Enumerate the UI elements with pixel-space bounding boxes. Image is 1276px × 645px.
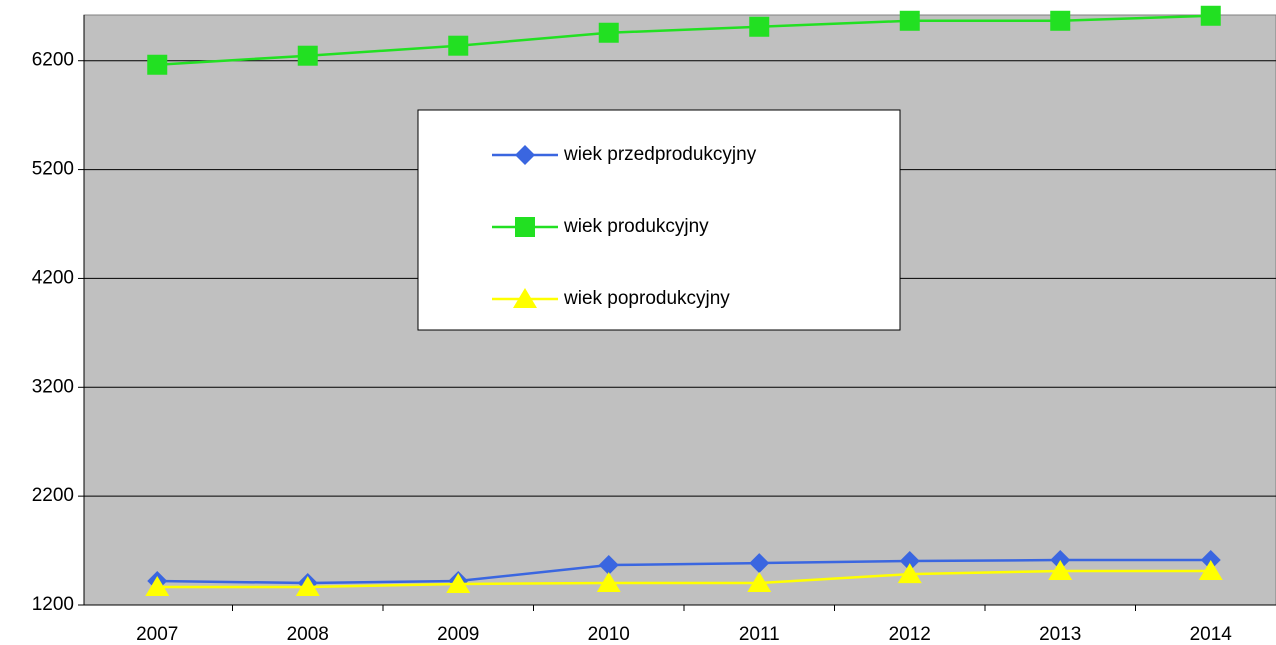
series-line bbox=[157, 558, 1211, 585]
data-point bbox=[1200, 5, 1221, 26]
data-point bbox=[598, 22, 619, 43]
legend-marker bbox=[513, 288, 537, 308]
data-point bbox=[1050, 10, 1071, 31]
legend bbox=[417, 109, 901, 331]
series-line bbox=[157, 14, 1211, 66]
data-point bbox=[897, 563, 922, 584]
legend-label: wiek poprodukcyjny bbox=[563, 288, 730, 309]
y-tick-label: 3200 bbox=[32, 376, 74, 397]
data-point bbox=[899, 551, 920, 572]
data-point bbox=[899, 10, 920, 31]
data-point bbox=[596, 572, 621, 593]
y-tick-label: 4200 bbox=[32, 267, 74, 288]
data-point bbox=[448, 35, 469, 56]
data-point bbox=[297, 45, 318, 66]
data-point bbox=[598, 555, 619, 576]
x-tick-label: 2011 bbox=[739, 624, 780, 645]
y-tick-label: 6200 bbox=[32, 50, 74, 71]
data-point bbox=[147, 54, 168, 75]
legend-marker bbox=[515, 145, 535, 165]
data-point bbox=[749, 16, 770, 37]
data-point bbox=[1198, 560, 1223, 581]
data-point bbox=[749, 553, 770, 574]
x-tick-label: 2007 bbox=[136, 624, 178, 645]
x-tick-label: 2012 bbox=[889, 624, 931, 645]
y-tick-label: 5200 bbox=[32, 159, 74, 180]
y-tick-label: 2200 bbox=[32, 485, 74, 506]
data-point bbox=[446, 572, 471, 593]
data-point bbox=[145, 576, 170, 597]
x-tick-label: 2014 bbox=[1190, 624, 1233, 645]
legend-label: wiek produkcyjny bbox=[563, 216, 709, 237]
x-tick-label: 2009 bbox=[437, 624, 479, 645]
y-tick-label: 1200 bbox=[32, 594, 74, 615]
x-tick-label: 2010 bbox=[588, 624, 630, 645]
series-line bbox=[157, 569, 1211, 589]
data-point bbox=[1048, 560, 1073, 581]
data-point bbox=[747, 572, 772, 593]
legend-label: wiek przedprodukcyjny bbox=[563, 144, 757, 165]
x-tick-label: 2008 bbox=[287, 624, 329, 645]
x-tick-label: 2013 bbox=[1039, 624, 1081, 645]
data-point bbox=[295, 576, 320, 597]
legend-marker bbox=[515, 217, 535, 237]
